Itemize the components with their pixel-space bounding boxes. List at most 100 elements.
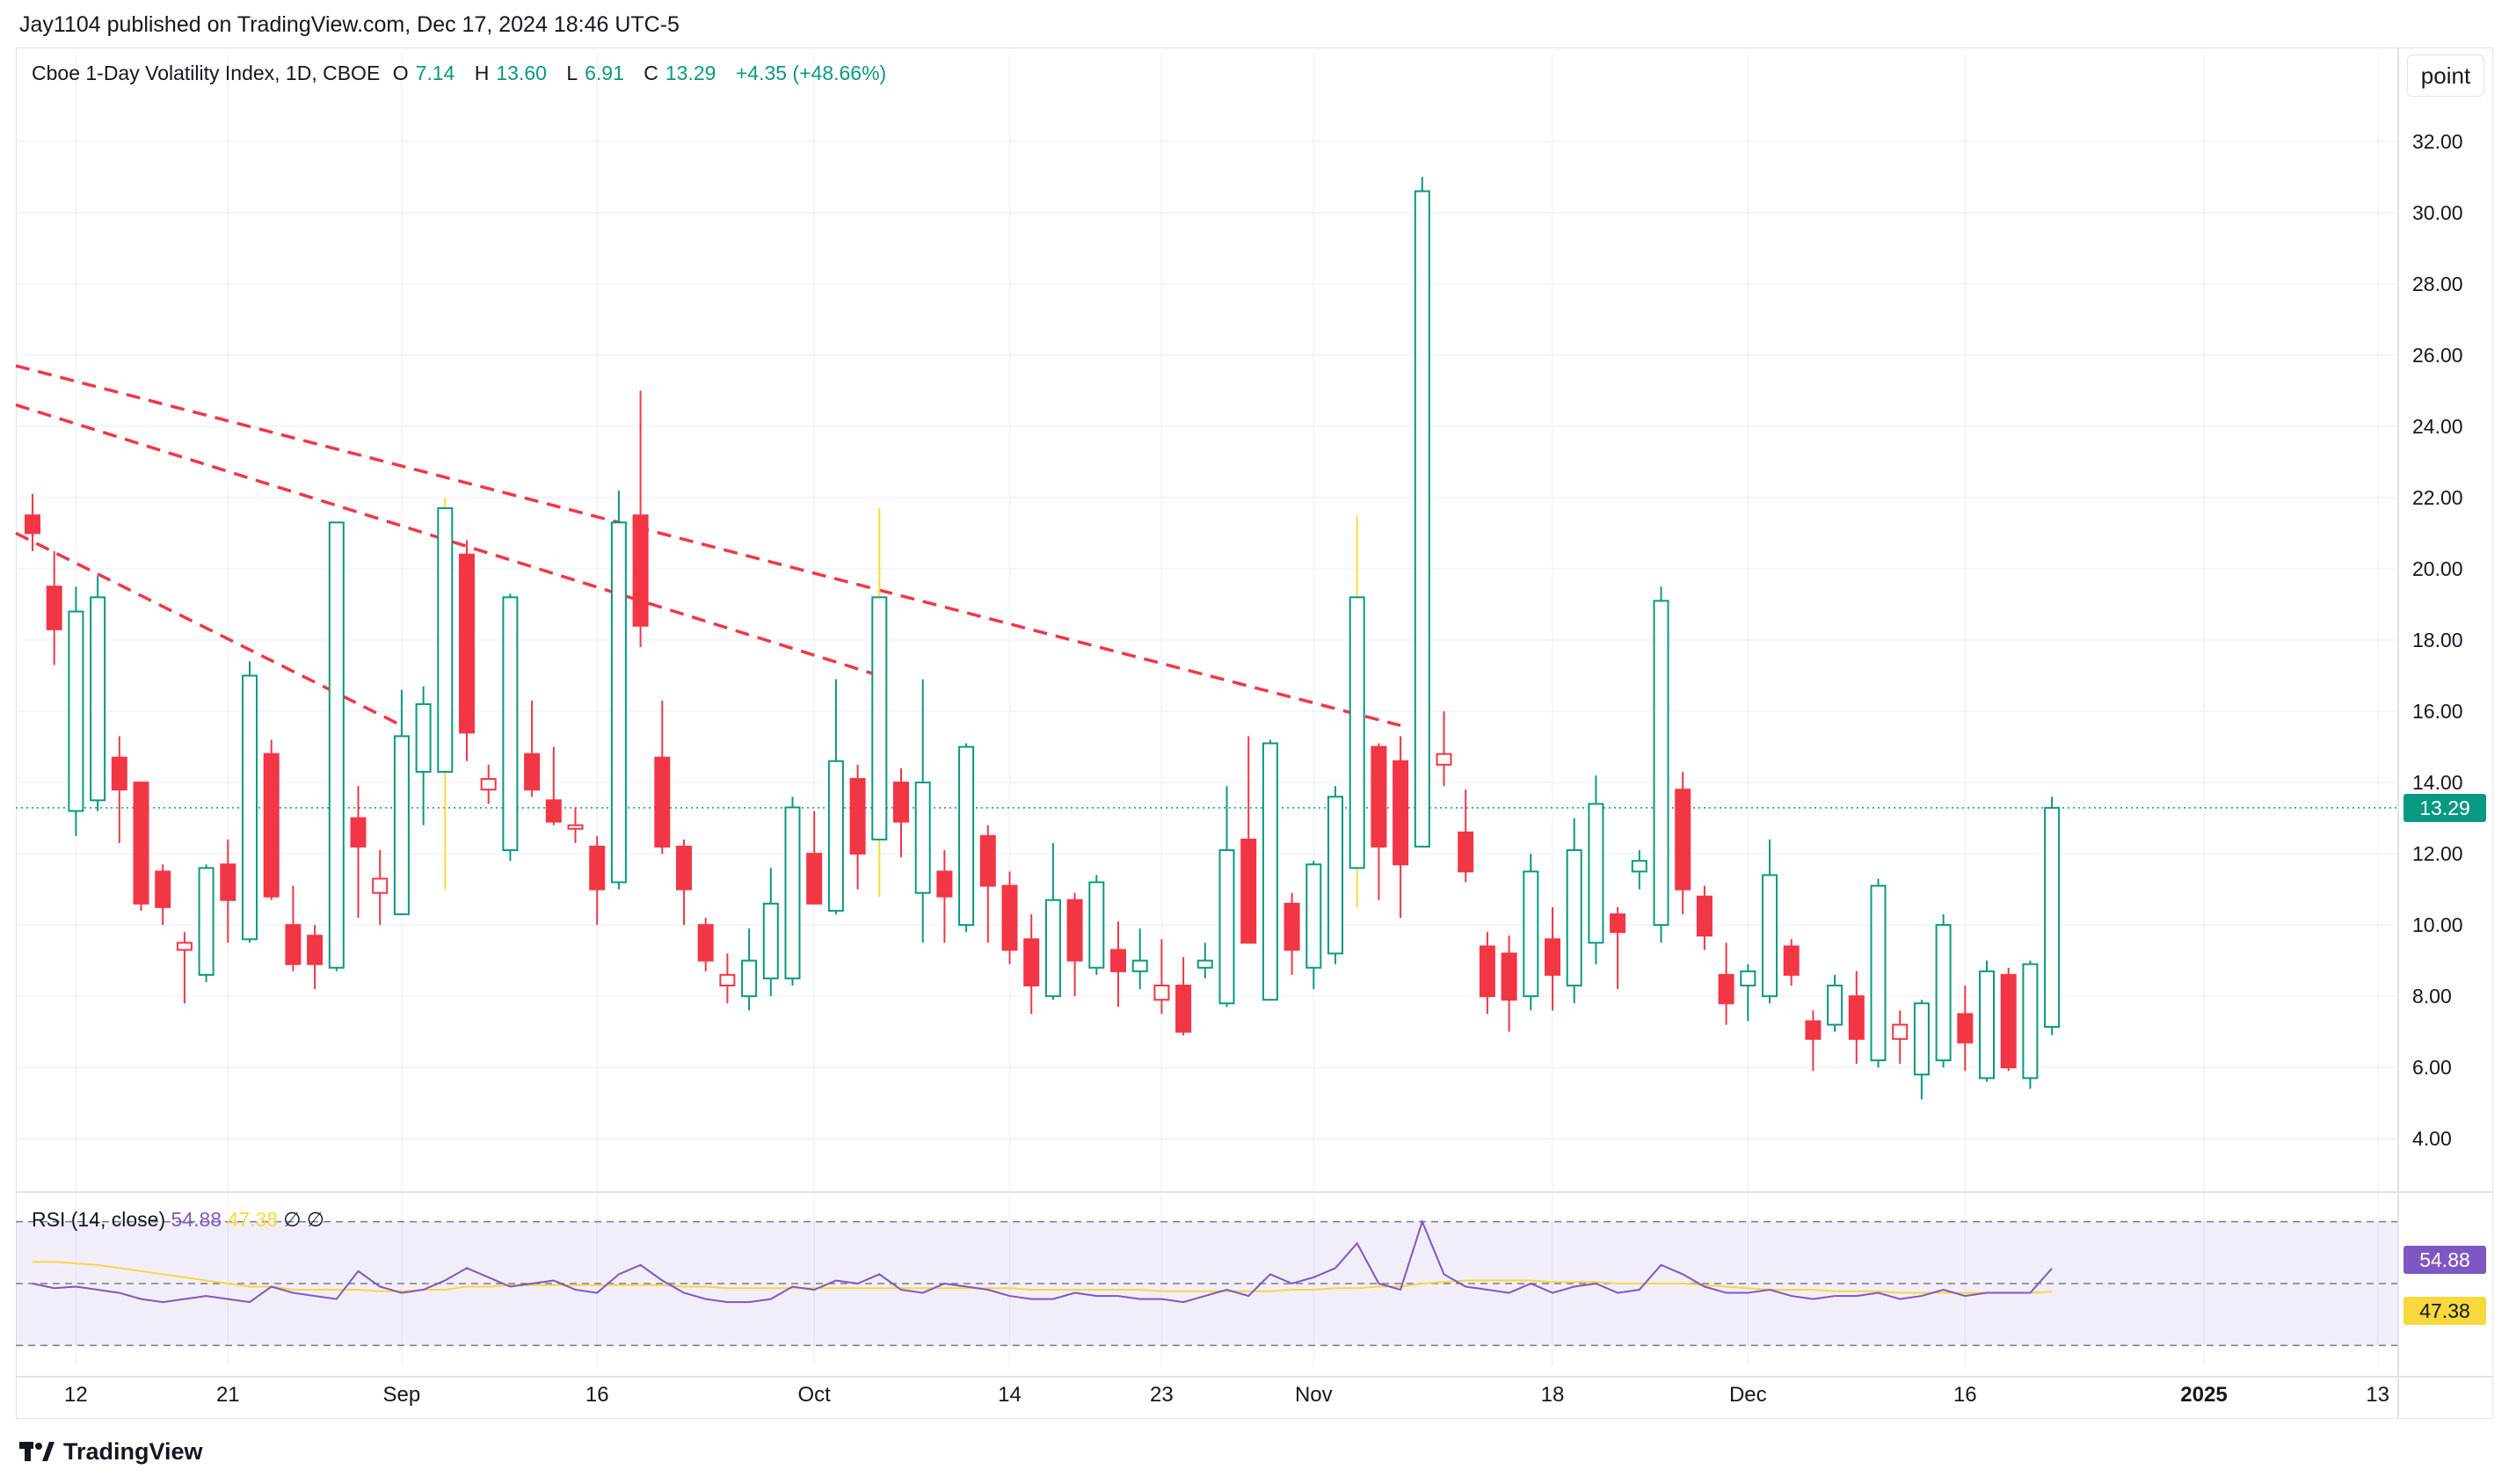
candle-body: [827, 760, 844, 912]
candle-body: [1458, 831, 1474, 873]
candle: [198, 864, 215, 982]
candle-body: [632, 514, 649, 627]
candle: [762, 868, 779, 997]
candle-body: [1762, 874, 1778, 998]
candle-body: [1479, 945, 1495, 998]
candle-body: [328, 521, 345, 969]
price-tick-label: 6.00: [2412, 1056, 2452, 1079]
brand-name: TradingView: [63, 1438, 203, 1465]
candle: [1044, 842, 1061, 1000]
candle-body: [242, 674, 258, 941]
candle: [1631, 850, 1647, 890]
candle-body: [1653, 600, 1669, 927]
chart-frame: [16, 47, 2493, 1419]
candle-body: [741, 959, 758, 998]
candle: [1284, 892, 1300, 975]
candle: [1783, 939, 1800, 986]
rsi-legend[interactable]: RSI (14, close) 54.88 47.38 ∅ ∅: [32, 1208, 324, 1232]
candle-body: [25, 514, 40, 535]
price-tick-label: 12.00: [2412, 842, 2463, 865]
candle: [1762, 839, 1778, 1004]
candle-body: [1718, 973, 1734, 1005]
candle-body: [1436, 753, 1452, 766]
candle-body: [1892, 1023, 1909, 1040]
high-value: 13.60: [496, 62, 547, 84]
candle: [2000, 967, 2017, 1072]
price-tick-label: 20.00: [2412, 557, 2463, 580]
rsi-ma-legend-value: 47.38: [227, 1208, 279, 1231]
publish-info: Jay1104 published on TradingView.com, De…: [19, 12, 680, 37]
axes: 32.00 30.00 28.00 26.00 24.00 22.00 20.00 18.00…: [16, 47, 2493, 1419]
candle: [1566, 818, 1582, 1004]
candle-body: [1414, 190, 1430, 847]
candle: [1545, 906, 1560, 1011]
candle: [654, 700, 671, 855]
candle-body: [2000, 973, 2017, 1069]
rsi-legend-value: 54.88: [171, 1208, 222, 1231]
candle: [90, 576, 106, 811]
candle-body: [1001, 884, 1018, 951]
symbol-name: Cboe 1-Day Volatility Index, 1D, CBOE: [32, 62, 381, 84]
candle-body: [1371, 746, 1387, 847]
candle-body: [762, 902, 779, 979]
candle: [1501, 935, 1517, 1032]
candle-body: [1175, 985, 1192, 1033]
trendline: [15, 531, 403, 727]
candle: [1393, 736, 1409, 919]
candle: [676, 839, 692, 926]
candle-body: [1088, 881, 1105, 969]
candle: [1110, 921, 1126, 1008]
candle-body: [307, 935, 324, 965]
rsi-ma-line: [33, 1261, 2053, 1294]
candle-body: [1979, 970, 1995, 1080]
rsi-name: RSI (14, close): [32, 1208, 166, 1231]
last-price-tag: 13.29: [2404, 793, 2486, 822]
candle: [524, 700, 541, 797]
candle: [1088, 875, 1105, 975]
trendlines[interactable]: [15, 364, 2398, 809]
candle-body: [1696, 895, 1713, 937]
candle-body: [1588, 803, 1604, 944]
price-tick-label: 18.00: [2412, 629, 2463, 651]
candle: [1196, 942, 1213, 978]
grid-lines: [16, 53, 2398, 1366]
candle: [1610, 906, 1626, 990]
candle-body: [1827, 985, 1844, 1026]
candle: [589, 835, 606, 926]
candle-body: [806, 853, 823, 905]
candle-body: [871, 596, 888, 840]
candle-body: [198, 867, 215, 976]
close-label: C: [644, 62, 658, 84]
candle-body: [285, 924, 302, 965]
candle: [1718, 942, 1734, 1025]
candle: [1414, 177, 1430, 847]
low-label: L: [566, 62, 578, 84]
candle-body: [1957, 1013, 1974, 1044]
candle-body: [1218, 849, 1235, 1005]
candle: [480, 764, 497, 804]
candle-body: [589, 845, 606, 891]
price-tick-label: 14.00: [2412, 771, 2463, 794]
candle-body: [176, 942, 193, 951]
candle: [1436, 711, 1452, 787]
candle: [1153, 939, 1170, 1015]
price-unit-button[interactable]: point: [2407, 55, 2484, 97]
candle-body: [1131, 959, 1148, 972]
candle-body: [719, 973, 736, 987]
candle: [1870, 878, 1887, 1068]
time-tick-label: 16: [1953, 1383, 1977, 1407]
candle: [1913, 1000, 1930, 1100]
time-tick-label: Nov: [1295, 1383, 1333, 1407]
tradingview-footer[interactable]: TradingView: [19, 1438, 203, 1466]
candle: [220, 839, 236, 943]
candle-body: [610, 521, 627, 884]
trendline: [15, 364, 1401, 727]
candle-body: [1913, 1002, 1930, 1076]
candle-body: [1545, 938, 1560, 976]
candle-body: [567, 824, 584, 830]
price-tick-label: 22.00: [2412, 486, 2463, 509]
candle-body: [1240, 838, 1257, 944]
candle: [1349, 515, 1365, 907]
